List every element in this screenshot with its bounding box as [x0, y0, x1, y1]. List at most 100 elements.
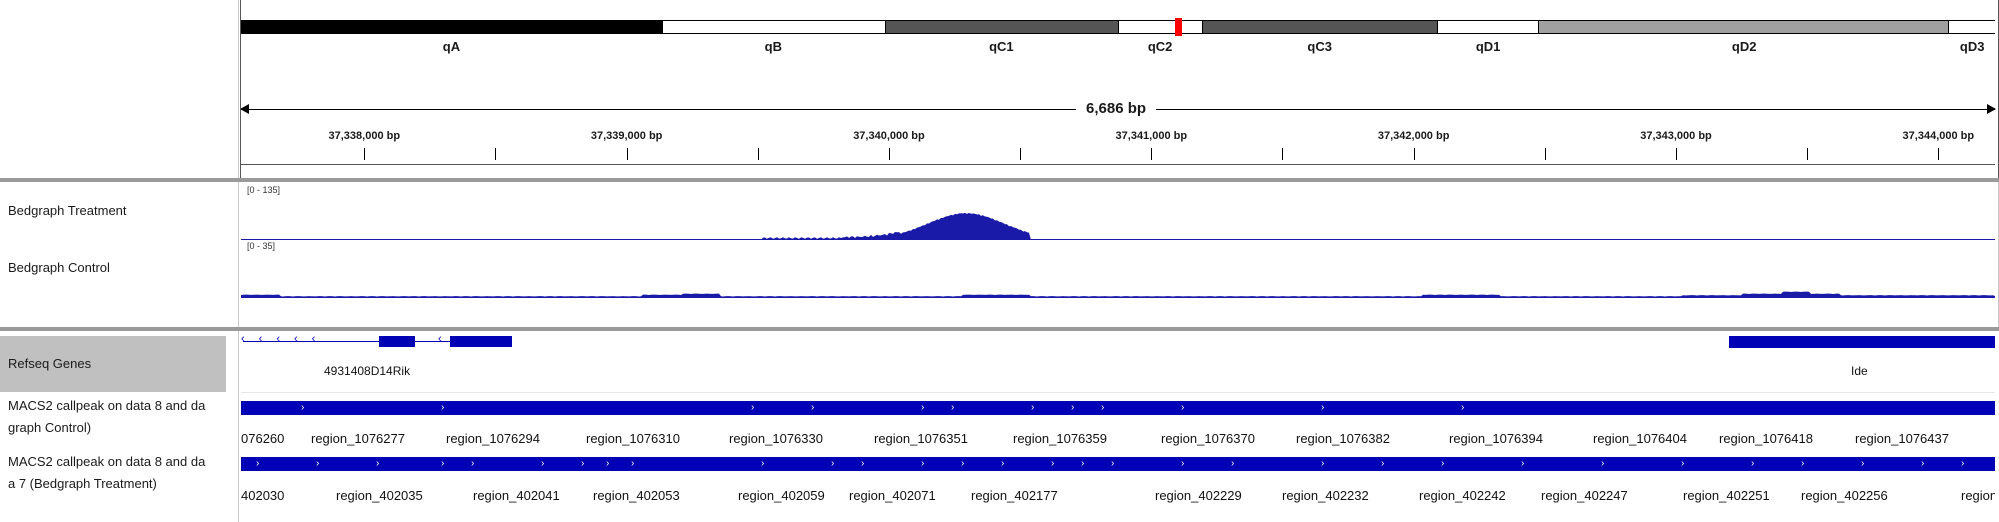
control-coverage-plot[interactable]: [241, 250, 1995, 298]
track-separator: [241, 392, 1995, 393]
ruler-left-border: [240, 0, 241, 178]
gene-exon-ide[interactable]: [1729, 336, 1995, 348]
strand-chevron-icon: ›: [606, 458, 610, 469]
strand-chevron-icon: ›: [1601, 458, 1605, 469]
ideogram-band-qd3[interactable]: [1948, 21, 1995, 33]
panel-divider-top[interactable]: [0, 178, 1999, 182]
strand-chevron-icon: ›: [1051, 458, 1055, 469]
panel-divider-bottom[interactable]: [0, 327, 1999, 331]
strand-chevron-icon: ›: [1031, 402, 1035, 413]
feature-left-panel: Refseq Genes MACS2 callpeak on data 8 an…: [0, 331, 239, 522]
region-label: region_1076351: [874, 431, 968, 446]
region-label: region_1076277: [311, 431, 405, 446]
track-name-treatment[interactable]: Bedgraph Treatment: [8, 203, 127, 218]
strand-chevron-icon: ›: [861, 458, 865, 469]
ideogram-band-label: qB: [764, 39, 782, 54]
strand-chevron-icon: ›: [1461, 402, 1465, 413]
strand-chevron-icon: ›: [301, 402, 305, 413]
strand-chevron-icon: ›: [921, 458, 925, 469]
region-label: region_1076437: [1855, 431, 1949, 446]
strand-chevron-icon: ›: [1071, 402, 1075, 413]
current-view-marker[interactable]: [1174, 18, 1182, 36]
track-name-macs-control-line1[interactable]: MACS2 callpeak on data 8 and da: [8, 398, 206, 413]
ruler-tick: [1413, 148, 1415, 160]
strand-chevron-icon: ›: [1861, 458, 1865, 469]
ideogram-band-qb[interactable]: [662, 21, 886, 33]
span-arrow-right-icon: [1987, 104, 1996, 114]
treatment-coverage-plot[interactable]: [241, 194, 1995, 240]
track-name-macs-treatment-line1[interactable]: MACS2 callpeak on data 8 and da: [8, 454, 206, 469]
gene-exon[interactable]: [379, 336, 415, 347]
coverage-baseline: [241, 297, 1995, 298]
strand-chevron-icon: ›: [1081, 458, 1085, 469]
ruler-ticks: 37,338,000 bp 37,339,000 bp 37,340,000 bp 3…: [241, 120, 1995, 164]
strand-chevron-icon: ›: [376, 458, 380, 469]
region-label: region_1076394: [1449, 431, 1543, 446]
ruler-minor-tick: [757, 148, 759, 160]
region-label: region_402059: [738, 488, 825, 503]
refseq-track[interactable]: ‹‹‹‹‹ ‹ 4931408D14Rik Ide: [241, 331, 1995, 391]
ruler-tick-label: 37,339,000 bp: [590, 130, 663, 142]
strand-chevron-icon: ›: [921, 402, 925, 413]
strand-chevron-icon: ›: [471, 458, 475, 469]
strand-chevron-icon: ›: [581, 458, 585, 469]
span-arrow-left-icon: [240, 104, 249, 114]
ideogram-band-qa[interactable]: [242, 21, 663, 33]
macs-treatment-peak-bar[interactable]: [241, 457, 1995, 471]
ruler-tick: [1938, 148, 1940, 160]
ideogram-band-label: qC2: [1147, 39, 1173, 54]
region-label: region_402041: [473, 488, 560, 503]
gene-label-4931408d14rik: 4931408D14Rik: [324, 364, 411, 378]
region-label: region_402035: [336, 488, 423, 503]
ruler-tick: [1151, 148, 1153, 160]
span-label: 6,686 bp: [1076, 100, 1157, 117]
region-label: region_402256: [1801, 488, 1888, 503]
header-left-panel: [0, 0, 239, 178]
strand-chevron-icon: ›: [1001, 458, 1005, 469]
macs-control-peak-bar[interactable]: [241, 401, 1995, 415]
track-name-refseq[interactable]: Refseq Genes: [8, 356, 92, 371]
ideogram-band-label: qD1: [1475, 39, 1501, 54]
ideogram-band-qc2[interactable]: [1118, 21, 1204, 33]
chromosome-ideogram[interactable]: [241, 18, 1995, 36]
strand-chevron-icon: ›: [761, 458, 765, 469]
ruler-tick-label: 37,344,000 bp: [1902, 130, 1975, 142]
region-label: region_402232: [1282, 488, 1369, 503]
ideogram-band-labels: qA qB qC1 qC2 qC3 qD1 qD2 qD3: [241, 0, 1995, 60]
strand-chevron-icon: ›: [751, 402, 755, 413]
ideogram-band-qd2[interactable]: [1538, 21, 1950, 33]
strand-chevron-icon: ›: [1101, 402, 1105, 413]
ruler-minor-tick: [1807, 148, 1809, 160]
gene-exon[interactable]: [450, 336, 512, 347]
strand-chevron-icon: ›: [961, 458, 965, 469]
track-name-control[interactable]: Bedgraph Control: [8, 260, 110, 275]
ruler-panel: qA qB qC1 qC2 qC3 qD1 qD2 qD3 6,686 bp 37,338,0…: [240, 0, 1999, 178]
strand-chevron-icon: ›: [541, 458, 545, 469]
region-label: region_402242: [1419, 488, 1506, 503]
strand-chevron-icon: ›: [1921, 458, 1925, 469]
region-label: 402030: [241, 488, 285, 503]
track-name-macs-control-line2[interactable]: graph Control): [8, 420, 92, 435]
ruler-minor-tick: [1544, 148, 1546, 160]
strand-chevron-icon: ›: [256, 458, 260, 469]
track-name-macs-treatment-line2[interactable]: a 7 (Bedgraph Treatment): [8, 476, 157, 491]
ruler-tick-label: 37,340,000 bp: [853, 130, 925, 142]
coverage-baseline: [241, 239, 1995, 240]
ideogram-band-qc1[interactable]: [884, 21, 1119, 33]
treatment-range-label: [0 - 135]: [247, 185, 281, 195]
refseq-track-selected-bg: [0, 336, 226, 392]
region-label: region_402071: [849, 488, 936, 503]
control-range-label: [0 - 35]: [247, 241, 276, 251]
strand-chevron-icon: ›: [951, 402, 955, 413]
ruler-minor-tick: [1020, 148, 1022, 160]
strand-chevron-icon: ›: [1521, 458, 1525, 469]
ideogram-band-qd1[interactable]: [1436, 21, 1540, 33]
strand-chevron-icon: ›: [1751, 458, 1755, 469]
ideogram-band-qc3[interactable]: [1202, 21, 1438, 33]
strand-chevron-icon: ›: [1111, 458, 1115, 469]
region-label: region_1076418: [1719, 431, 1813, 446]
strand-chevron-icon: ›: [1381, 458, 1385, 469]
strand-chevron-icon: ›: [631, 458, 635, 469]
strand-chevron-icon: ›: [811, 402, 815, 413]
strand-chevron-icon: ›: [1801, 458, 1805, 469]
